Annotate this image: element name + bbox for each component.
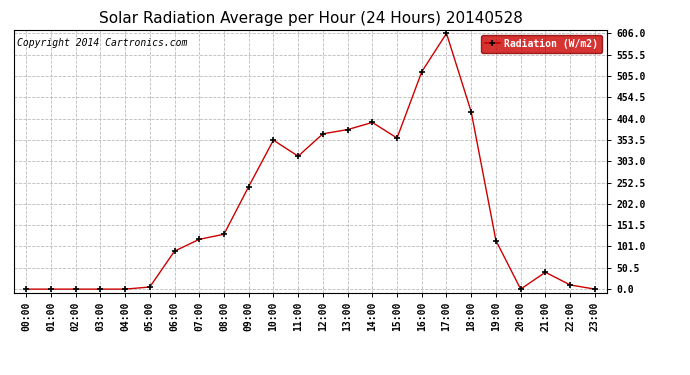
Text: Copyright 2014 Cartronics.com: Copyright 2014 Cartronics.com bbox=[17, 38, 187, 48]
Legend: Radiation (W/m2): Radiation (W/m2) bbox=[481, 35, 602, 52]
Title: Solar Radiation Average per Hour (24 Hours) 20140528: Solar Radiation Average per Hour (24 Hou… bbox=[99, 11, 522, 26]
